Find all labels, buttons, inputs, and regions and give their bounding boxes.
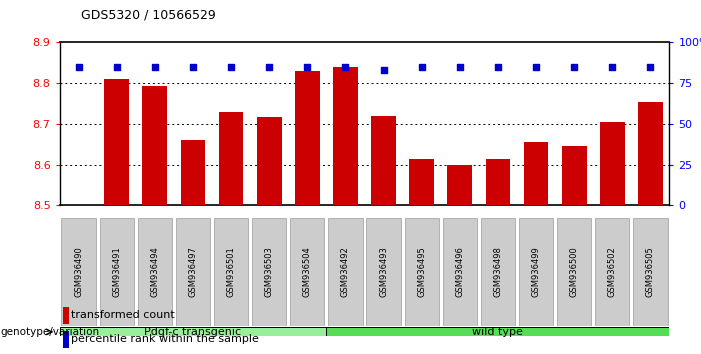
Bar: [524, 142, 548, 205]
Text: GSM936495: GSM936495: [417, 247, 426, 297]
Text: GSM936500: GSM936500: [570, 247, 578, 297]
Text: wild type: wild type: [472, 327, 524, 337]
Text: genotype/variation: genotype/variation: [0, 327, 99, 337]
Text: GSM936491: GSM936491: [112, 247, 121, 297]
FancyBboxPatch shape: [290, 218, 325, 326]
Point: [301, 64, 313, 70]
Text: GSM936496: GSM936496: [456, 246, 464, 297]
FancyBboxPatch shape: [633, 218, 667, 326]
Point: [149, 64, 161, 70]
Point: [416, 64, 428, 70]
Bar: [60, 327, 327, 336]
Text: transformed count: transformed count: [72, 310, 175, 320]
FancyBboxPatch shape: [176, 218, 210, 326]
Point: [606, 64, 618, 70]
FancyBboxPatch shape: [519, 218, 553, 326]
Bar: [219, 112, 243, 205]
FancyBboxPatch shape: [328, 218, 362, 326]
FancyBboxPatch shape: [252, 218, 287, 326]
Text: GSM936499: GSM936499: [531, 247, 540, 297]
Point: [73, 64, 84, 70]
Point: [226, 64, 237, 70]
Point: [454, 64, 465, 70]
Text: GSM936503: GSM936503: [265, 246, 273, 297]
Point: [187, 64, 198, 70]
Text: GDS5320 / 10566529: GDS5320 / 10566529: [81, 8, 215, 21]
Bar: [181, 140, 205, 205]
Text: GSM936494: GSM936494: [151, 247, 159, 297]
FancyBboxPatch shape: [214, 218, 248, 326]
FancyBboxPatch shape: [595, 218, 629, 326]
Bar: [409, 159, 434, 205]
Point: [340, 64, 351, 70]
Bar: [638, 102, 662, 205]
Text: GSM936502: GSM936502: [608, 247, 617, 297]
Text: GSM936505: GSM936505: [646, 247, 655, 297]
Bar: [600, 122, 625, 205]
Point: [378, 67, 389, 73]
Point: [645, 64, 656, 70]
Bar: [104, 79, 129, 205]
Bar: [257, 116, 282, 205]
Point: [111, 64, 123, 70]
FancyBboxPatch shape: [367, 218, 401, 326]
Text: GSM936497: GSM936497: [189, 246, 198, 297]
Bar: [63, 307, 69, 324]
Text: GSM936501: GSM936501: [226, 247, 236, 297]
Text: GSM936490: GSM936490: [74, 247, 83, 297]
FancyBboxPatch shape: [137, 218, 172, 326]
Text: percentile rank within the sample: percentile rank within the sample: [72, 335, 259, 344]
Text: GSM936498: GSM936498: [494, 246, 503, 297]
FancyBboxPatch shape: [481, 218, 515, 326]
Bar: [562, 146, 587, 205]
Text: GSM936504: GSM936504: [303, 247, 312, 297]
Bar: [447, 165, 472, 205]
Bar: [333, 67, 358, 205]
FancyBboxPatch shape: [100, 218, 134, 326]
Text: GSM936493: GSM936493: [379, 246, 388, 297]
Text: Pdgf-c transgenic: Pdgf-c transgenic: [144, 327, 242, 337]
Point: [492, 64, 503, 70]
Bar: [63, 331, 69, 348]
Point: [569, 64, 580, 70]
Bar: [142, 86, 168, 205]
Text: GSM936492: GSM936492: [341, 247, 350, 297]
Bar: [486, 159, 510, 205]
Bar: [295, 71, 320, 205]
FancyBboxPatch shape: [62, 218, 96, 326]
Bar: [372, 116, 396, 205]
FancyBboxPatch shape: [442, 218, 477, 326]
FancyBboxPatch shape: [404, 218, 439, 326]
FancyBboxPatch shape: [557, 218, 592, 326]
Bar: [327, 327, 669, 336]
Point: [264, 64, 275, 70]
Point: [531, 64, 542, 70]
